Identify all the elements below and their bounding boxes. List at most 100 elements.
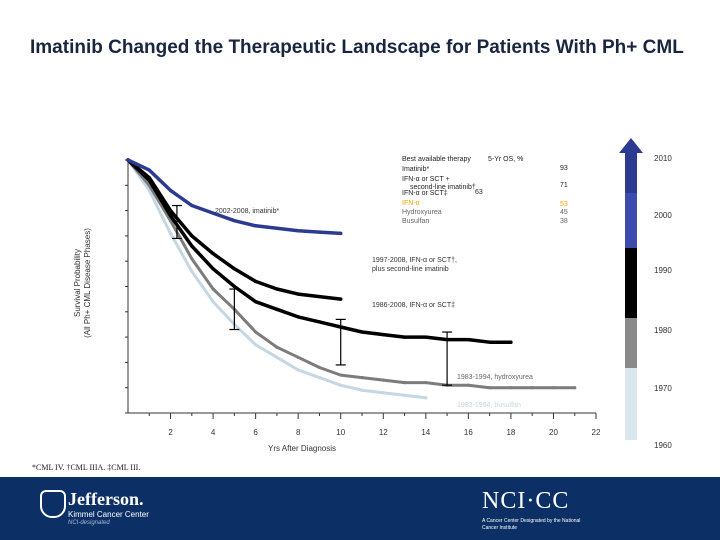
data-point-imatinib	[275, 226, 279, 230]
data-point-hydroxyurea	[381, 378, 385, 382]
data-point-hydroxyurea	[530, 386, 534, 390]
data-point-hydroxyurea	[488, 386, 492, 390]
data-point-busulfan	[254, 343, 258, 347]
data-point-imatinib	[168, 188, 173, 192]
data-point-imatinib	[317, 230, 322, 234]
data-point-hydroxyurea	[424, 381, 428, 385]
data-point-busulfan	[424, 396, 428, 400]
partner-logo: NCI·CC	[482, 488, 570, 514]
data-point-ifn_sct	[190, 244, 194, 248]
x-tick-label: 2	[168, 428, 173, 437]
x-axis-title: Yrs After Diagnosis	[268, 444, 336, 453]
footnote: *CML IV. †CML IIIA. ‡CML III.	[32, 463, 141, 472]
data-point-ifn_sct_2nd	[168, 209, 173, 213]
timeline-segment-1990s	[625, 248, 637, 318]
timeline-label: 1980	[654, 326, 672, 335]
data-point-hydroxyurea	[466, 383, 470, 387]
data-point-hydroxyurea	[317, 365, 322, 370]
data-point-hydroxyurea	[573, 386, 577, 390]
timeline-segment-imatinib	[625, 153, 637, 193]
data-point-busulfan	[360, 388, 364, 392]
data-point-ifn_sct	[168, 214, 173, 218]
data-point-busulfan	[317, 375, 322, 380]
data-point-hydroxyurea	[402, 381, 407, 385]
legend-therapy-3: IFN-α	[402, 200, 420, 207]
data-point-ifn_sct_2nd	[147, 176, 151, 180]
legend-os-1: 71	[560, 182, 568, 189]
data-point-busulfan	[402, 393, 407, 397]
data-point-busulfan	[296, 368, 300, 372]
x-tick-label: 22	[592, 428, 601, 437]
legend-os-3: 53	[560, 201, 568, 208]
partner-subtitle: A Cancer Center Designated by the Nation…	[482, 518, 581, 531]
data-point-ifn_sct	[381, 332, 385, 337]
data-point-imatinib	[254, 224, 258, 228]
data-point-busulfan	[381, 391, 385, 395]
data-point-ifn_sct	[254, 300, 258, 304]
timeline-label: 1960	[654, 441, 672, 450]
series-label-imatinib: 2002-2008, imatinib*	[215, 208, 279, 215]
data-point-ifn_sct	[488, 340, 492, 344]
series-labels: 2002-2008, imatinib* 1997-2008, IFN-α or …	[215, 208, 533, 409]
y-axis-title: Survival Probability(All Ph+ CML Disease…	[73, 228, 92, 338]
timeline-segment-1980s	[625, 318, 637, 368]
footer-bar	[0, 477, 720, 540]
data-point-ifn_sct	[360, 330, 364, 334]
data-point-ifn_sct_2nd	[190, 234, 194, 238]
legend-therapy-5: Busulfan	[402, 218, 429, 225]
data-point-ifn_sct_2nd	[317, 295, 322, 299]
data-point-imatinib	[296, 229, 300, 233]
data-point-busulfan	[211, 300, 215, 304]
data-point-busulfan	[275, 355, 279, 359]
series-line-busulfan	[126, 158, 428, 400]
data-point-hydroxyurea	[360, 375, 364, 380]
data-point-ifn_sct	[509, 340, 513, 344]
axes: 2 4 6 8 10 12 14 16 18 20 22 Yrs After Diagnosis Sur…	[73, 159, 601, 453]
data-point-ifn_sct	[211, 267, 215, 271]
legend-os-4: 45	[560, 209, 568, 216]
data-point-ifn_sct	[466, 338, 470, 342]
data-point-hydroxyurea	[211, 287, 215, 291]
shield-icon	[40, 490, 66, 518]
legend-os-5: 38	[560, 218, 568, 225]
x-tick-label: 4	[211, 428, 216, 437]
data-point-hydroxyurea	[339, 373, 343, 377]
series-label-ifn_sct: 1986-2008, IFN-α or SCT‡	[372, 302, 455, 309]
data-point-ifn_sct_2nd	[296, 292, 300, 296]
series-label-ifn_sct_2nd: 1997-2008, IFN-α or SCT†, plus second-lin…	[372, 257, 457, 273]
data-point-hydroxyurea	[254, 330, 258, 334]
data-point-busulfan	[190, 269, 194, 273]
data-point-hydroxyurea	[551, 386, 556, 390]
data-point-imatinib	[211, 211, 215, 215]
slide-title: Imatinib Changed the Therapeutic Landsca…	[30, 37, 684, 58]
legend-os-2: 63	[475, 189, 483, 196]
x-tick-label: 10	[336, 428, 345, 437]
data-point-busulfan	[147, 188, 151, 192]
series-label-hydroxyurea: 1983-1994, hydroxyurea	[457, 374, 533, 381]
timeline-segment-2000s	[625, 193, 637, 248]
legend-therapy-4: Hydroxyurea	[402, 209, 442, 216]
data-point-hydroxyurea	[275, 345, 279, 349]
data-point-ifn_sct	[317, 320, 322, 324]
data-point-imatinib	[147, 168, 151, 172]
timeline-label: 1990	[654, 266, 672, 275]
timeline-segment-early	[625, 368, 637, 440]
timeline-arrow-icon	[619, 138, 643, 153]
timeline-label: 2000	[654, 211, 672, 220]
data-point-imatinib	[190, 203, 194, 208]
data-point-imatinib	[232, 219, 236, 223]
series-line-hydroxyurea	[126, 158, 577, 390]
timeline-label: 2010	[654, 154, 672, 163]
institution-name: Jefferson.	[68, 489, 144, 509]
legend-therapy-2: IFN-α or SCT‡	[402, 190, 448, 197]
data-point-busulfan	[168, 231, 173, 235]
data-point-ifn_sct_2nd	[211, 252, 215, 256]
x-tick-label: 8	[296, 428, 301, 437]
data-point-busulfan	[339, 383, 343, 387]
timeline-bar: 2010 2000 1990 1980 1970 1960	[619, 138, 672, 450]
timeline-label: 1970	[654, 384, 672, 393]
data-point-ifn_sct	[402, 335, 407, 339]
data-point-ifn_sct	[275, 307, 279, 311]
data-point-ifn_sct_2nd	[254, 279, 258, 284]
x-tick-label: 18	[506, 428, 515, 437]
